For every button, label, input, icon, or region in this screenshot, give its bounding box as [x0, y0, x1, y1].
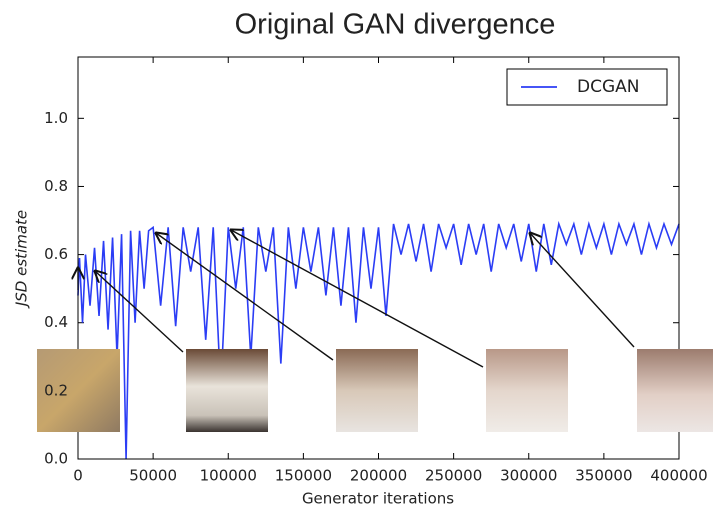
sample-image: [486, 349, 568, 432]
y-tick-label: 0.2: [44, 381, 68, 399]
y-tick-label: 0.8: [44, 177, 68, 195]
sample-images: [37, 349, 713, 432]
x-tick-label: 100000: [200, 467, 257, 485]
x-tick-label: 150000: [275, 467, 332, 485]
chart-title: Original GAN divergence: [235, 9, 556, 41]
x-tick-label: 50000: [129, 467, 177, 485]
x-tick-label: 400000: [650, 467, 707, 485]
y-tick-label: 0.4: [44, 313, 68, 331]
y-tick-label: 0.6: [44, 245, 68, 263]
legend-label: DCGAN: [577, 77, 639, 97]
arrow: [231, 230, 483, 367]
x-tick-label: 350000: [575, 467, 632, 485]
sample-image: [186, 349, 268, 432]
y-tick-label: 1.0: [44, 109, 68, 127]
x-tick-label: 0: [73, 467, 83, 485]
x-axis-label: Generator iterations: [302, 490, 454, 508]
x-tick-label: 200000: [350, 467, 407, 485]
x-tick-label: 300000: [500, 467, 557, 485]
y-tick-label: 0.0: [44, 450, 68, 468]
legend: DCGAN: [507, 69, 667, 105]
y-axis-label: JSD estimate: [13, 210, 31, 309]
x-tick-label: 250000: [425, 467, 482, 485]
sample-image: [637, 349, 713, 432]
chart: Original GAN divergence Generator iterat…: [0, 0, 713, 512]
sample-image: [336, 349, 418, 432]
